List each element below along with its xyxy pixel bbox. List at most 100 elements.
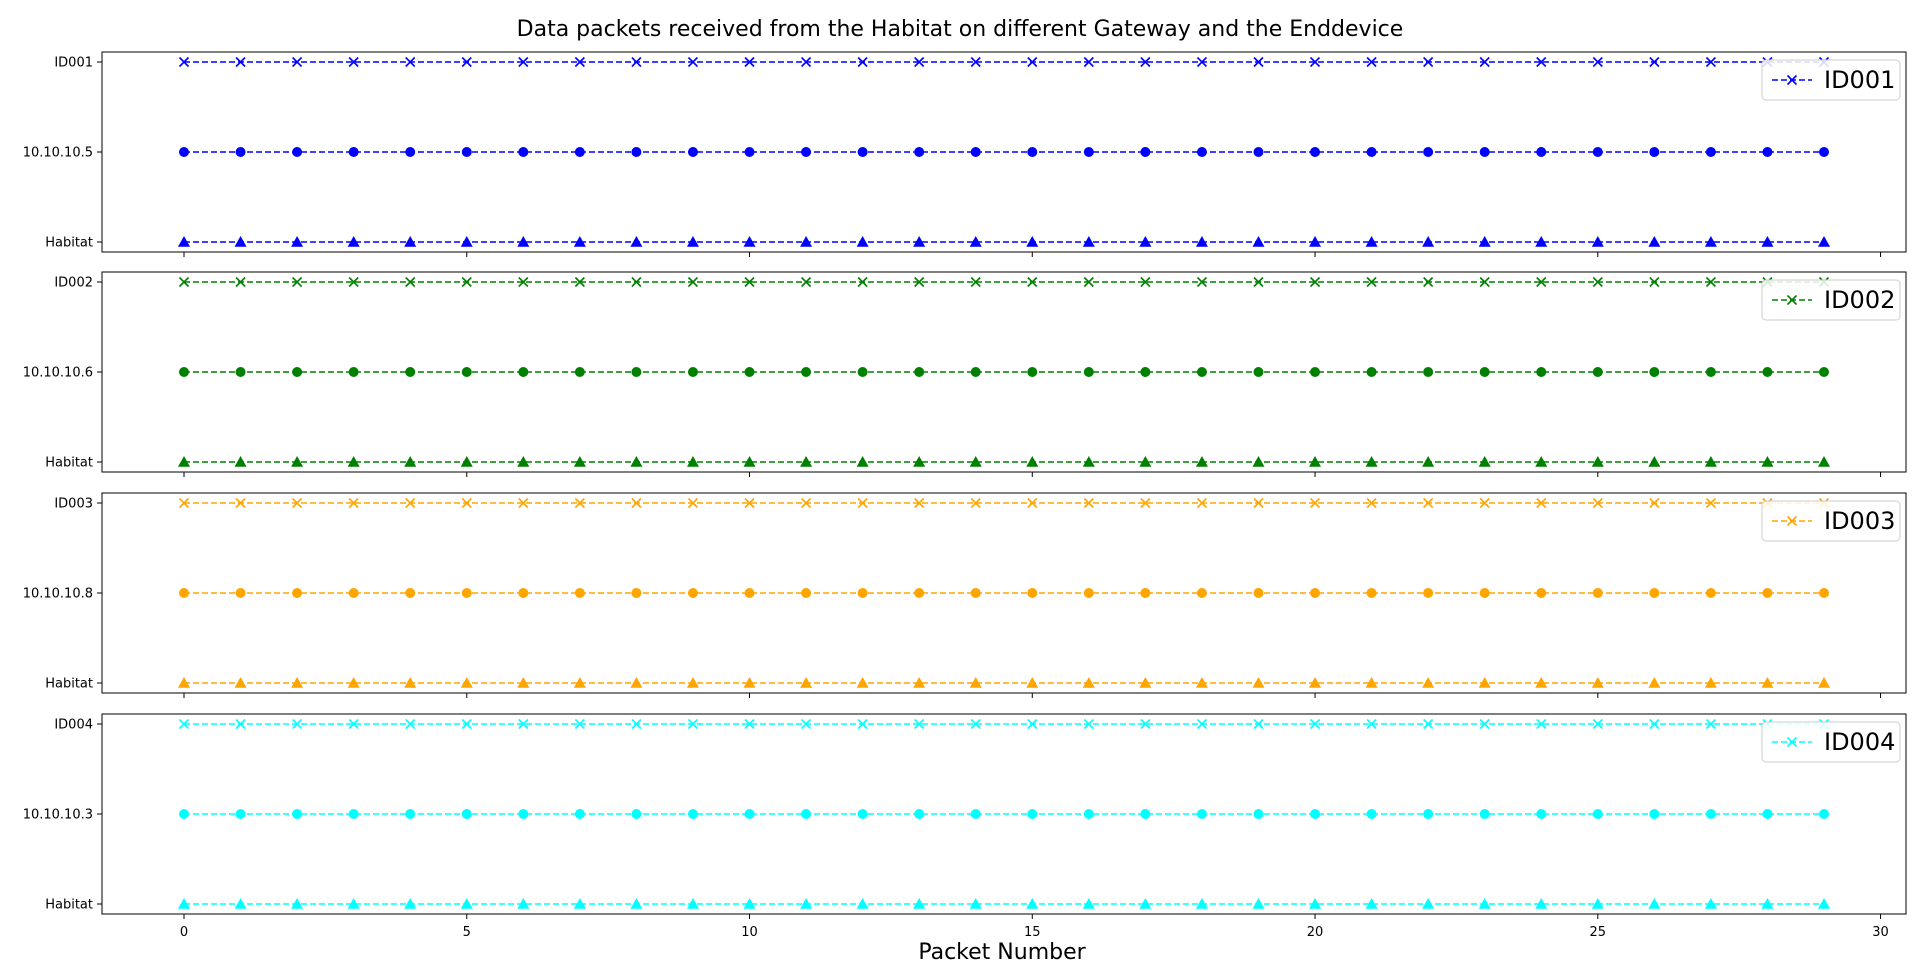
legend-box bbox=[1761, 721, 1901, 763]
data-point bbox=[913, 677, 926, 688]
data-point bbox=[631, 809, 642, 819]
data-point bbox=[461, 588, 472, 598]
data-point bbox=[405, 497, 416, 509]
data-point bbox=[573, 236, 586, 247]
data-point bbox=[573, 456, 586, 467]
data-point bbox=[743, 898, 756, 909]
data-point bbox=[1083, 276, 1094, 288]
data-point bbox=[744, 497, 755, 509]
data-point bbox=[686, 236, 699, 247]
data-point bbox=[687, 588, 698, 598]
data-point bbox=[1196, 56, 1207, 68]
data-point bbox=[800, 236, 813, 247]
data-point bbox=[574, 367, 585, 377]
data-point bbox=[913, 898, 926, 909]
data-point bbox=[744, 147, 755, 157]
y-tick-label: ID003 bbox=[54, 497, 93, 512]
legend: ID004 bbox=[1761, 721, 1901, 763]
data-point bbox=[970, 809, 981, 819]
data-point bbox=[1649, 276, 1660, 288]
data-point bbox=[179, 809, 189, 819]
data-point bbox=[179, 147, 189, 157]
data-point bbox=[1705, 809, 1716, 819]
data-point bbox=[461, 56, 472, 68]
data-point bbox=[1478, 677, 1491, 688]
data-point bbox=[1592, 718, 1603, 730]
data-point bbox=[970, 718, 981, 730]
data-point bbox=[1083, 56, 1094, 68]
data-point bbox=[178, 456, 190, 467]
data-point bbox=[405, 588, 416, 598]
data-point bbox=[1761, 236, 1774, 247]
data-point bbox=[518, 718, 529, 730]
data-point bbox=[1366, 276, 1377, 288]
data-point bbox=[1196, 147, 1207, 157]
data-point bbox=[1536, 588, 1547, 598]
data-point bbox=[857, 718, 868, 730]
data-point bbox=[914, 809, 925, 819]
data-point bbox=[1479, 276, 1490, 288]
data-point bbox=[1252, 898, 1265, 909]
data-point bbox=[405, 276, 416, 288]
data-point bbox=[1253, 56, 1264, 68]
data-point bbox=[1479, 588, 1490, 598]
data-point bbox=[1195, 898, 1208, 909]
data-point bbox=[460, 456, 473, 467]
data-point bbox=[292, 56, 303, 68]
data-point bbox=[348, 147, 359, 157]
legend: ID002 bbox=[1761, 279, 1901, 321]
legend: ID003 bbox=[1761, 500, 1901, 542]
data-point bbox=[1196, 367, 1207, 377]
subplot-3: Habitat 10.10.10.8 ID003 ID003 bbox=[23, 492, 1907, 698]
data-point bbox=[1365, 677, 1378, 688]
data-point bbox=[517, 677, 530, 688]
data-point bbox=[347, 677, 360, 688]
data-point bbox=[913, 236, 926, 247]
data-point bbox=[405, 809, 416, 819]
data-point bbox=[1026, 236, 1039, 247]
data-point bbox=[1592, 367, 1603, 377]
data-point bbox=[743, 456, 756, 467]
data-point bbox=[1535, 677, 1548, 688]
data-point bbox=[1535, 236, 1548, 247]
data-point bbox=[1083, 147, 1094, 157]
y-tick-label: Habitat bbox=[45, 898, 93, 913]
data-point bbox=[292, 276, 303, 288]
data-point bbox=[801, 588, 812, 598]
data-point bbox=[1818, 677, 1830, 688]
data-point bbox=[631, 497, 642, 509]
data-point bbox=[914, 56, 925, 68]
data-point bbox=[744, 56, 755, 68]
data-point bbox=[291, 456, 304, 467]
data-point bbox=[1027, 147, 1038, 157]
legend: ID001 bbox=[1761, 59, 1901, 101]
data-point bbox=[970, 588, 981, 598]
data-point bbox=[1083, 809, 1094, 819]
y-tick-label: Habitat bbox=[45, 456, 93, 471]
data-point bbox=[1591, 236, 1604, 247]
data-point bbox=[1196, 588, 1207, 598]
data-point bbox=[1478, 456, 1491, 467]
data-point bbox=[631, 276, 642, 288]
data-point bbox=[1140, 809, 1151, 819]
data-point bbox=[235, 56, 246, 68]
data-point bbox=[235, 809, 246, 819]
data-point bbox=[404, 456, 417, 467]
data-point bbox=[1818, 456, 1830, 467]
data-point bbox=[1252, 677, 1265, 688]
data-point bbox=[800, 456, 813, 467]
data-point bbox=[1082, 898, 1095, 909]
data-point bbox=[235, 718, 246, 730]
data-point bbox=[744, 809, 755, 819]
data-point bbox=[743, 677, 756, 688]
data-point bbox=[914, 147, 925, 157]
data-point bbox=[687, 367, 698, 377]
data-point bbox=[1422, 456, 1435, 467]
y-tick-label: ID004 bbox=[54, 718, 93, 733]
data-point bbox=[1140, 718, 1151, 730]
data-point bbox=[1083, 367, 1094, 377]
data-point bbox=[913, 456, 926, 467]
data-point bbox=[914, 497, 925, 509]
data-point bbox=[1365, 236, 1378, 247]
